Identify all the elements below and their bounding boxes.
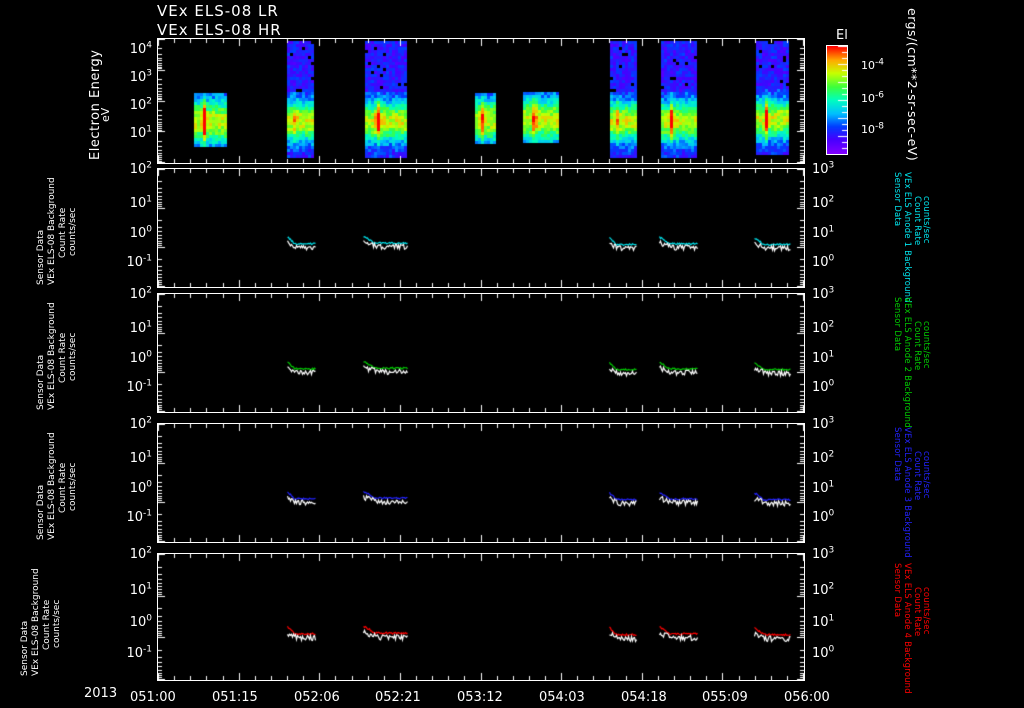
p4-ytick-1: 101 (129, 581, 152, 598)
anode1-panel[interactable] (157, 168, 805, 288)
p3-ylabel-top: Sensor Data (36, 484, 46, 540)
p1-rtick-3: 100 (812, 253, 835, 270)
p3-rlabel-unit: counts/sec (921, 451, 931, 499)
p4-ytick-3: 10-1 (126, 644, 152, 661)
anode2-canvas (158, 294, 804, 412)
p2-rtick-2: 101 (812, 349, 835, 366)
colorbar-tick-0: 10-4 (861, 57, 884, 72)
colorbar-tick-1: 10-6 (861, 90, 884, 105)
p2-ytick-0: 102 (129, 285, 152, 302)
p3-ytick-0: 102 (129, 415, 152, 432)
p2-ytick-3: 10-1 (126, 378, 152, 395)
xaxis-tick-0: 051:00 (130, 690, 176, 705)
p4-rtick-3: 100 (812, 644, 835, 661)
p4-ylabel-unit: counts/sec (52, 599, 62, 648)
p2-rtick-0: 103 (812, 285, 835, 302)
p3-ylabel-unit: counts/sec (68, 462, 78, 511)
anode1-canvas (158, 169, 804, 287)
p4-rtick-0: 103 (812, 545, 835, 562)
p1-ytick-3: 10-1 (126, 253, 152, 270)
p4-rlabel-sub: Count Rate (912, 587, 922, 637)
xaxis-tick-2: 052:06 (294, 690, 340, 705)
p1-rlabel-top: Sensor Data (892, 172, 902, 227)
spectrogram-ylabel: Electron Energy (88, 49, 103, 160)
p3-rlabel-main: VEx ELS Anode 3 Background (902, 427, 912, 558)
p2-ytick-1: 101 (129, 319, 152, 336)
spectrogram-canvas (158, 39, 804, 163)
spec-ytick-1: 103 (129, 68, 152, 85)
p1-rtick-1: 102 (812, 194, 835, 211)
p2-ylabel-unit: counts/sec (68, 332, 78, 381)
p1-rlabel-main: VEx ELS Anode 1 Background (902, 172, 912, 303)
p3-ylabel-sub: Count Rate (58, 462, 68, 513)
p4-ylabel-sub: Count Rate (42, 599, 52, 650)
p3-rlabel-sub: Count Rate (912, 451, 922, 501)
xaxis-tick-8: 056:00 (784, 690, 830, 705)
p1-ylabel-unit: counts/sec (68, 207, 78, 256)
p1-rlabel-sub: Count Rate (912, 196, 922, 246)
p1-ytick-1: 101 (129, 194, 152, 211)
p4-rtick-1: 102 (812, 581, 835, 598)
p3-rtick-1: 102 (812, 449, 835, 466)
p3-ylabel-main: VEx ELS-08 Background (47, 432, 57, 540)
anode4-canvas (158, 554, 804, 680)
p2-rlabel-main: VEx ELS Anode 2 Background (902, 297, 912, 428)
anode3-canvas (158, 424, 804, 542)
p1-rtick-0: 103 (812, 160, 835, 177)
p4-ylabel-main: VEx ELS-08 Background (31, 568, 41, 676)
xaxis-tick-3: 052:21 (375, 690, 421, 705)
p3-ytick-1: 101 (129, 449, 152, 466)
p4-rlabel-unit: counts/sec (921, 587, 931, 635)
p1-ylabel-main: VEx ELS-08 Background (47, 177, 57, 285)
p2-ytick-2: 100 (129, 349, 152, 366)
p2-rlabel-unit: counts/sec (921, 321, 931, 369)
p2-rlabel-sub: Count Rate (912, 321, 922, 371)
xaxis-tick-4: 053:12 (457, 690, 503, 705)
spectrogram-panel[interactable] (157, 38, 805, 164)
p4-rlabel-main: VEx ELS Anode 4 Background (902, 563, 912, 694)
spec-ytick-0: 104 (129, 40, 152, 57)
spec-ytick-3: 101 (129, 124, 152, 141)
p2-rtick-3: 100 (812, 378, 835, 395)
xaxis-year: 2013 (84, 686, 118, 701)
colorbar-unit-label: ergs/(cm**2-sr-sec-eV) (905, 8, 920, 162)
xaxis-tick-7: 055:09 (702, 690, 748, 705)
p1-ylabel-top: Sensor Data (36, 229, 46, 285)
p2-ylabel-top: Sensor Data (36, 354, 46, 410)
p1-ytick-0: 102 (129, 160, 152, 177)
anode3-panel[interactable] (157, 423, 805, 543)
p2-rtick-1: 102 (812, 319, 835, 336)
p3-rtick-2: 101 (812, 479, 835, 496)
p3-ytick-2: 100 (129, 479, 152, 496)
p1-rlabel-unit: counts/sec (921, 196, 931, 244)
p3-rtick-0: 103 (812, 415, 835, 432)
anode2-panel[interactable] (157, 293, 805, 413)
p3-rtick-3: 100 (812, 508, 835, 525)
p1-ytick-2: 100 (129, 224, 152, 241)
p1-rtick-2: 101 (812, 224, 835, 241)
p2-ylabel-main: VEx ELS-08 Background (47, 302, 57, 410)
p4-ytick-0: 102 (129, 545, 152, 562)
p3-rlabel-top: Sensor Data (892, 427, 902, 482)
spec-ytick-2: 102 (129, 96, 152, 113)
anode4-panel[interactable] (157, 553, 805, 681)
p4-rlabel-top: Sensor Data (892, 563, 902, 618)
figure-title-line1: VEx ELS-08 LR (157, 2, 279, 20)
colorbar-gradient (827, 46, 847, 154)
p4-ytick-2: 100 (129, 613, 152, 630)
colorbar[interactable] (826, 45, 848, 155)
p4-rtick-2: 101 (812, 613, 835, 630)
xaxis-tick-5: 054:03 (539, 690, 585, 705)
p1-ylabel-sub: Count Rate (58, 207, 68, 258)
p4-ylabel-top: Sensor Data (20, 620, 30, 676)
colorbar-label: El (836, 28, 848, 43)
colorbar-tick-2: 10-8 (861, 121, 884, 136)
p2-ylabel-sub: Count Rate (58, 332, 68, 383)
xaxis-tick-6: 054:18 (621, 690, 667, 705)
figure-title-line2: VEx ELS-08 HR (157, 21, 282, 39)
p2-rlabel-top: Sensor Data (892, 297, 902, 352)
xaxis-tick-1: 051:15 (212, 690, 258, 705)
p3-ytick-3: 10-1 (126, 508, 152, 525)
